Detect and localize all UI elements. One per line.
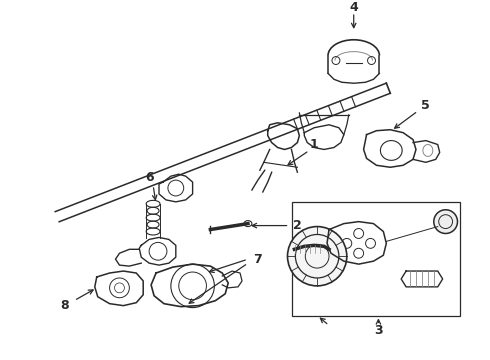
Text: 8: 8 xyxy=(60,299,69,312)
Text: 3: 3 xyxy=(374,324,383,337)
Bar xyxy=(293,202,461,315)
Circle shape xyxy=(288,226,347,286)
Text: 4: 4 xyxy=(349,1,358,14)
Text: 1: 1 xyxy=(310,138,318,151)
Text: 2: 2 xyxy=(293,219,302,232)
Text: 5: 5 xyxy=(421,99,430,112)
Text: 7: 7 xyxy=(253,253,262,266)
Circle shape xyxy=(434,210,458,234)
Text: 6: 6 xyxy=(145,171,153,184)
